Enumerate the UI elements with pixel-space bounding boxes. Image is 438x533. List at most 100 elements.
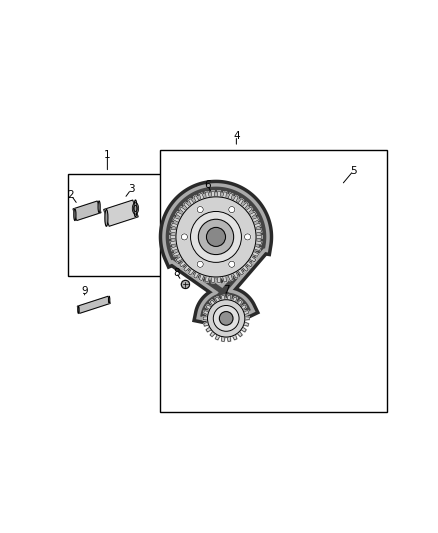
Polygon shape	[256, 235, 262, 239]
Polygon shape	[205, 192, 209, 198]
Polygon shape	[238, 199, 244, 205]
Polygon shape	[246, 261, 252, 267]
Polygon shape	[212, 277, 215, 282]
Circle shape	[181, 280, 190, 288]
Polygon shape	[184, 203, 190, 209]
Polygon shape	[188, 199, 194, 205]
Polygon shape	[73, 201, 101, 221]
Polygon shape	[245, 317, 249, 320]
Polygon shape	[194, 196, 199, 202]
Polygon shape	[170, 241, 177, 245]
Circle shape	[198, 219, 233, 255]
Ellipse shape	[74, 209, 76, 221]
Polygon shape	[217, 191, 220, 197]
Polygon shape	[199, 193, 204, 200]
Circle shape	[181, 280, 190, 288]
Polygon shape	[254, 246, 261, 251]
Polygon shape	[199, 274, 204, 280]
Ellipse shape	[78, 306, 79, 313]
Polygon shape	[223, 276, 226, 282]
Polygon shape	[246, 261, 252, 267]
Polygon shape	[237, 300, 242, 305]
Polygon shape	[194, 272, 199, 278]
Polygon shape	[210, 300, 215, 305]
Polygon shape	[222, 295, 225, 300]
Circle shape	[229, 261, 235, 268]
Circle shape	[206, 228, 226, 246]
Polygon shape	[204, 311, 209, 314]
Text: 2: 2	[68, 190, 74, 200]
Polygon shape	[170, 235, 176, 239]
Bar	[160, 150, 387, 411]
Polygon shape	[188, 269, 194, 275]
Polygon shape	[233, 196, 238, 202]
Ellipse shape	[134, 200, 137, 217]
Circle shape	[213, 305, 239, 332]
Polygon shape	[222, 295, 225, 300]
Polygon shape	[245, 317, 249, 320]
Polygon shape	[244, 322, 249, 326]
Polygon shape	[227, 336, 231, 341]
Polygon shape	[176, 212, 183, 217]
Polygon shape	[241, 305, 246, 310]
Circle shape	[197, 206, 203, 213]
Circle shape	[197, 206, 203, 213]
Circle shape	[219, 312, 233, 325]
Ellipse shape	[105, 209, 108, 227]
Polygon shape	[256, 235, 262, 239]
Polygon shape	[194, 272, 199, 278]
Polygon shape	[172, 223, 178, 228]
Circle shape	[197, 261, 203, 268]
Polygon shape	[252, 217, 258, 222]
Circle shape	[198, 219, 233, 255]
Polygon shape	[254, 246, 261, 251]
Polygon shape	[227, 295, 231, 300]
Polygon shape	[252, 217, 258, 222]
Polygon shape	[249, 212, 256, 217]
Polygon shape	[228, 274, 233, 280]
Polygon shape	[237, 300, 242, 305]
Text: 8: 8	[173, 268, 180, 278]
Polygon shape	[205, 276, 209, 282]
Polygon shape	[233, 335, 237, 340]
Polygon shape	[249, 256, 256, 262]
Polygon shape	[173, 217, 180, 222]
Polygon shape	[237, 332, 242, 337]
Polygon shape	[176, 256, 183, 262]
Polygon shape	[188, 199, 194, 205]
Circle shape	[208, 300, 245, 337]
Polygon shape	[173, 252, 180, 256]
Circle shape	[229, 206, 235, 213]
Polygon shape	[176, 212, 183, 217]
Polygon shape	[237, 332, 242, 337]
Polygon shape	[242, 265, 248, 271]
Polygon shape	[206, 327, 212, 332]
Polygon shape	[172, 223, 178, 228]
Polygon shape	[227, 295, 231, 300]
Polygon shape	[242, 265, 248, 271]
Polygon shape	[205, 276, 209, 282]
Polygon shape	[215, 335, 220, 340]
Polygon shape	[206, 305, 212, 310]
Polygon shape	[255, 229, 261, 233]
Polygon shape	[223, 192, 226, 198]
Polygon shape	[210, 332, 215, 337]
Polygon shape	[217, 191, 220, 197]
Circle shape	[206, 228, 226, 246]
Polygon shape	[215, 297, 220, 302]
Polygon shape	[212, 191, 215, 197]
Polygon shape	[233, 297, 237, 302]
Polygon shape	[170, 235, 176, 239]
Polygon shape	[170, 229, 177, 233]
Text: 9: 9	[81, 286, 88, 296]
Polygon shape	[246, 207, 252, 213]
Polygon shape	[249, 256, 256, 262]
Polygon shape	[188, 269, 194, 275]
Polygon shape	[227, 336, 231, 341]
Circle shape	[176, 197, 256, 277]
Polygon shape	[180, 261, 186, 267]
Polygon shape	[244, 322, 249, 326]
Polygon shape	[203, 317, 208, 320]
Polygon shape	[184, 265, 190, 271]
Polygon shape	[242, 203, 248, 209]
